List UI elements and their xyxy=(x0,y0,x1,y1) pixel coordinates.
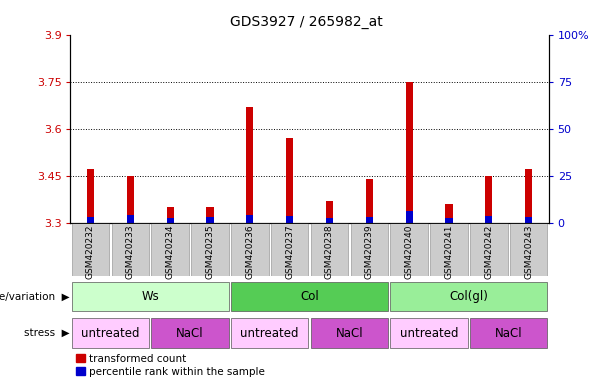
Text: untreated: untreated xyxy=(81,327,140,339)
Text: Col: Col xyxy=(300,290,319,303)
Text: untreated: untreated xyxy=(240,327,299,339)
Bar xyxy=(366,179,373,223)
Legend: transformed count, percentile rank within the sample: transformed count, percentile rank withi… xyxy=(75,354,265,377)
Text: NaCl: NaCl xyxy=(495,327,523,339)
Text: untreated: untreated xyxy=(400,327,459,339)
Bar xyxy=(406,212,413,223)
Bar xyxy=(446,204,452,223)
Text: NaCl: NaCl xyxy=(335,327,364,339)
Bar xyxy=(286,216,293,223)
Bar xyxy=(406,82,413,223)
Bar xyxy=(231,318,308,348)
Bar xyxy=(311,223,348,276)
Bar xyxy=(311,318,388,348)
Bar xyxy=(326,201,333,223)
Bar xyxy=(390,282,547,311)
Text: GSM420236: GSM420236 xyxy=(245,224,254,279)
Text: GSM420239: GSM420239 xyxy=(365,224,374,279)
Text: stress  ▶: stress ▶ xyxy=(24,328,69,338)
Bar xyxy=(246,107,253,223)
Text: GSM420242: GSM420242 xyxy=(484,224,493,279)
Bar xyxy=(485,175,492,223)
Bar xyxy=(470,223,508,276)
Bar xyxy=(510,223,547,276)
Bar xyxy=(72,318,149,348)
Text: GSM420235: GSM420235 xyxy=(205,224,215,279)
Bar xyxy=(485,216,492,223)
Bar xyxy=(207,217,213,223)
Bar xyxy=(525,169,532,223)
Bar xyxy=(72,282,229,311)
Text: GSM420240: GSM420240 xyxy=(405,224,414,279)
Bar xyxy=(151,318,229,348)
Text: genotype/variation  ▶: genotype/variation ▶ xyxy=(0,291,69,302)
Bar xyxy=(366,217,373,223)
Bar xyxy=(271,223,308,276)
Text: NaCl: NaCl xyxy=(176,327,204,339)
Bar xyxy=(246,215,253,223)
Bar xyxy=(72,223,109,276)
Bar xyxy=(231,223,268,276)
Text: GSM420234: GSM420234 xyxy=(166,224,175,279)
Bar xyxy=(231,282,388,311)
Text: GSM420233: GSM420233 xyxy=(126,224,135,279)
Text: GDS3927 / 265982_at: GDS3927 / 265982_at xyxy=(230,15,383,29)
Bar xyxy=(390,318,468,348)
Bar xyxy=(112,223,149,276)
Bar xyxy=(151,223,189,276)
Bar xyxy=(207,207,213,223)
Bar xyxy=(430,223,468,276)
Bar xyxy=(326,218,333,223)
Bar xyxy=(167,207,173,223)
Bar xyxy=(127,215,134,223)
Bar xyxy=(127,175,134,223)
Bar xyxy=(446,218,452,223)
Bar xyxy=(87,217,94,223)
Text: GSM420241: GSM420241 xyxy=(444,224,454,279)
Bar xyxy=(191,223,229,276)
Text: GSM420232: GSM420232 xyxy=(86,224,95,279)
Text: Ws: Ws xyxy=(142,290,159,303)
Text: GSM420238: GSM420238 xyxy=(325,224,334,279)
Bar xyxy=(390,223,428,276)
Bar xyxy=(470,318,547,348)
Bar xyxy=(286,138,293,223)
Bar xyxy=(525,217,532,223)
Bar xyxy=(87,169,94,223)
Text: GSM420243: GSM420243 xyxy=(524,224,533,279)
Text: GSM420237: GSM420237 xyxy=(285,224,294,279)
Bar xyxy=(351,223,388,276)
Bar xyxy=(167,218,173,223)
Text: Col(gl): Col(gl) xyxy=(449,290,489,303)
